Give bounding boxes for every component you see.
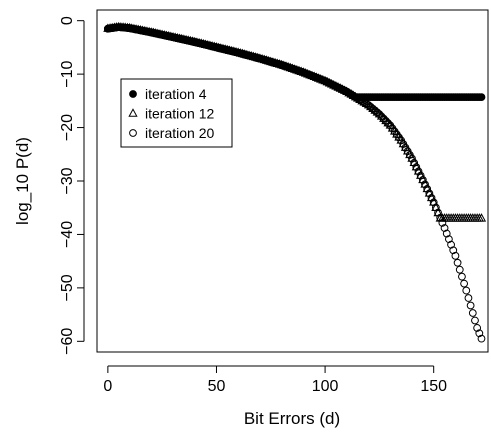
data-point <box>384 119 392 128</box>
y-tick-label: −60 <box>59 328 76 355</box>
x-tick-label: 0 <box>103 378 112 395</box>
y-axis-label: log_10 P(d) <box>13 137 32 225</box>
data-point <box>460 279 469 288</box>
data-point <box>342 87 351 96</box>
data-point <box>436 213 445 222</box>
data-point <box>453 258 462 267</box>
series-3 <box>103 23 486 343</box>
data-point <box>421 180 429 189</box>
plot-marks <box>103 21 487 343</box>
legend-marker <box>129 90 137 98</box>
y-tick-label: −10 <box>59 60 76 87</box>
y-tick-label: −40 <box>59 221 76 248</box>
legend-marker <box>129 129 137 137</box>
data-point <box>345 89 353 97</box>
data-point <box>360 98 369 107</box>
data-point <box>344 87 354 97</box>
data-point <box>375 110 384 119</box>
data-point <box>349 91 358 100</box>
data-point <box>445 235 453 244</box>
data-point <box>425 189 434 198</box>
legend-label: iteration 4 <box>145 86 207 102</box>
data-point <box>414 167 423 176</box>
data-point <box>353 94 362 103</box>
data-point <box>447 240 455 249</box>
data-point <box>423 185 432 193</box>
data-point <box>473 324 482 332</box>
data-point <box>382 117 390 125</box>
data-point <box>431 203 440 212</box>
data-point <box>355 95 364 104</box>
data-point <box>412 163 421 172</box>
y-axis: 0 −10 −20 −30 −40 −50 −60 <box>59 16 85 355</box>
data-point <box>438 218 447 227</box>
data-point <box>468 309 477 317</box>
data-point <box>377 112 386 121</box>
data-point <box>464 294 473 302</box>
data-point <box>340 85 350 94</box>
legend: iteration 4 iteration 12 iteration 20 <box>120 78 233 148</box>
data-point <box>408 154 416 163</box>
data-point <box>358 97 366 106</box>
x-axis: 0 50 100 150 <box>103 365 447 395</box>
data-point <box>342 86 352 95</box>
data-point <box>475 329 484 338</box>
data-point <box>373 108 382 117</box>
data-point <box>442 229 451 238</box>
data-point <box>429 198 438 207</box>
data-point <box>462 286 471 295</box>
x-tick-label: 50 <box>208 378 226 395</box>
legend-label: iteration 12 <box>145 106 214 122</box>
y-tick-label: −30 <box>59 167 76 194</box>
data-point <box>416 171 425 180</box>
data-point <box>427 193 436 202</box>
data-point <box>458 272 466 281</box>
data-point <box>466 301 475 310</box>
data-point <box>449 246 458 255</box>
data-point <box>410 158 419 167</box>
data-point <box>347 90 356 99</box>
data-point <box>418 176 427 184</box>
y-tick-label: −20 <box>59 114 76 141</box>
x-tick-label: 100 <box>312 378 339 395</box>
legend-marker <box>128 108 138 117</box>
data-point <box>379 114 388 123</box>
plot-frame <box>96 9 489 353</box>
legend-box <box>120 78 233 148</box>
y-tick-label: 0 <box>59 16 76 25</box>
data-point <box>477 334 486 343</box>
y-tick-label: −50 <box>59 274 76 301</box>
data-point <box>471 316 479 325</box>
data-point <box>440 224 449 232</box>
legend-label: iteration 20 <box>145 125 214 141</box>
data-point <box>455 265 464 274</box>
x-tick-label: 150 <box>420 378 447 395</box>
data-point <box>434 208 442 217</box>
data-point <box>351 93 360 102</box>
x-axis-label: Bit Errors (d) <box>244 409 340 428</box>
data-point <box>451 251 460 260</box>
data-point <box>476 213 487 222</box>
data-point <box>477 93 486 102</box>
